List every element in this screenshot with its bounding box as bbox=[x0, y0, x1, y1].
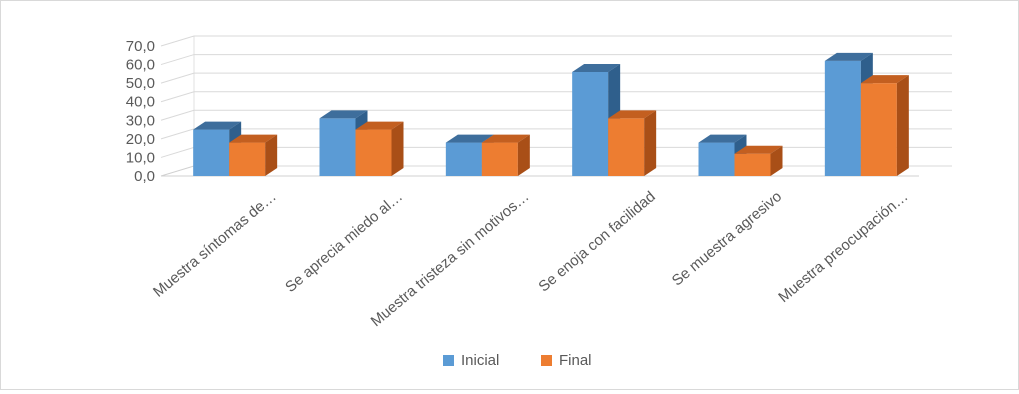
y-tick-label: 50,0 bbox=[126, 75, 155, 92]
bar-inicial-front bbox=[698, 142, 735, 176]
y-tick-label: 30,0 bbox=[126, 112, 155, 129]
bar-final-top bbox=[229, 134, 278, 143]
y-tick-label: 20,0 bbox=[126, 131, 155, 148]
legend-swatch-final bbox=[541, 355, 552, 366]
bar-final-top bbox=[481, 134, 530, 143]
bar-final-side bbox=[770, 145, 783, 176]
bar-final-side bbox=[644, 110, 657, 176]
bar-inicial-top bbox=[445, 134, 494, 143]
category-label: Muestra preocupación… bbox=[775, 188, 911, 306]
bar-final-top bbox=[608, 110, 657, 119]
x-axis: Muestra síntomas de… Se aprecia miedo al…… bbox=[150, 188, 911, 330]
bars bbox=[193, 52, 909, 176]
gridline bbox=[160, 54, 952, 66]
bar-inicial-top bbox=[319, 110, 368, 119]
bar-final-side bbox=[391, 121, 404, 176]
gridline bbox=[160, 35, 952, 47]
bar-final-front bbox=[608, 118, 645, 176]
y-tick-label: 60,0 bbox=[126, 57, 155, 74]
bar-final-front bbox=[860, 83, 897, 176]
y-axis: 0,0 10,020,0 30,040,0 50,060,0 70,0 bbox=[126, 38, 155, 185]
y-tick-label: 10,0 bbox=[126, 149, 155, 166]
floor-edge-left bbox=[160, 165, 195, 177]
bar-final-side bbox=[265, 134, 278, 176]
legend-label-inicial: Inicial bbox=[461, 352, 499, 369]
y-tick-label: 0,0 bbox=[134, 168, 155, 185]
bar-final-top bbox=[355, 121, 404, 130]
bar-inicial-front bbox=[319, 118, 356, 176]
bar-inicial-front bbox=[824, 60, 861, 176]
bar-inicial-top bbox=[824, 52, 873, 61]
bar-final-front bbox=[355, 129, 392, 176]
y-tick-label: 40,0 bbox=[126, 94, 155, 111]
y-tick-label: 70,0 bbox=[126, 38, 155, 55]
category-label: Se aprecia miedo al… bbox=[282, 188, 406, 296]
category-label: Se enoja con facilidad bbox=[535, 188, 658, 295]
bar-final-top bbox=[734, 145, 783, 154]
gridline bbox=[160, 128, 952, 140]
category-label: Se muestra agresivo bbox=[669, 188, 785, 289]
gridline bbox=[160, 91, 952, 103]
legend-label-final: Final bbox=[559, 352, 592, 369]
bar-inicial-top bbox=[698, 134, 747, 143]
bar-final-top bbox=[860, 75, 909, 84]
bar-final-side bbox=[896, 75, 909, 176]
gridline bbox=[160, 109, 952, 121]
legend: Inicial Final bbox=[443, 352, 592, 369]
legend-swatch-inicial bbox=[443, 355, 454, 366]
bar-inicial-front bbox=[572, 72, 609, 176]
gridline bbox=[160, 72, 952, 84]
bar-final-front bbox=[229, 142, 266, 176]
bar-inicial-top bbox=[572, 64, 621, 72]
bar-final-front bbox=[481, 142, 518, 176]
bar-inicial-front bbox=[445, 142, 482, 176]
bar-inicial-top bbox=[193, 121, 242, 130]
bar-inicial-front bbox=[193, 129, 230, 176]
bar-final-front bbox=[734, 153, 771, 176]
category-label: Muestra síntomas de… bbox=[150, 188, 280, 301]
bar-final-side bbox=[517, 134, 530, 176]
